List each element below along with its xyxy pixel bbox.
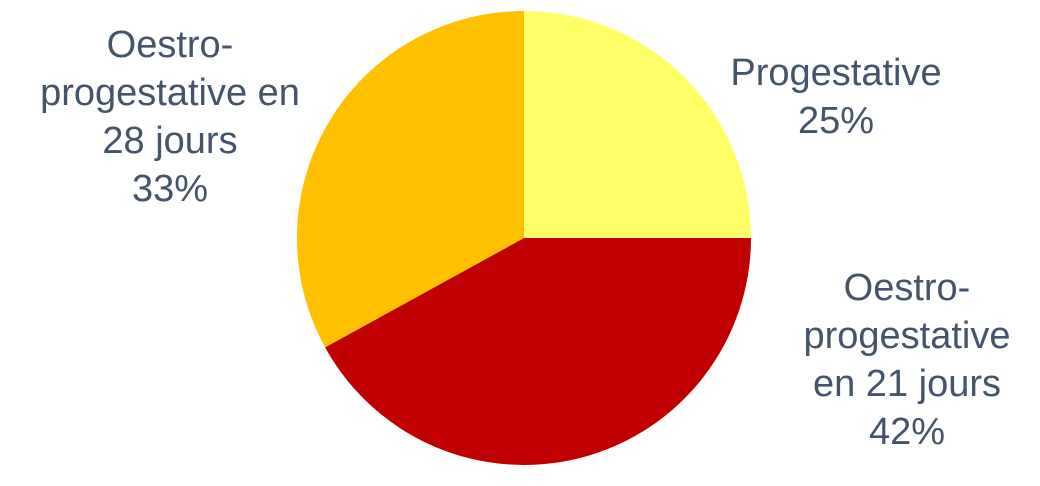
slice-category-label: progestative — [803, 315, 1010, 357]
pie-slice — [325, 238, 751, 465]
slice-percent-label: 33% — [132, 168, 208, 210]
slice-percent-label: 25% — [798, 100, 874, 142]
pie-slice — [297, 11, 524, 348]
slice-percent-label: 42% — [869, 411, 945, 453]
slice-label: Oestro-progestative en 21 jours 42% — [803, 267, 1010, 453]
slice-category-label: Oestro- — [844, 267, 971, 309]
slice-category-label: Oestro- — [107, 24, 234, 66]
slice-category-label: en 21 jours — [813, 363, 1001, 405]
slice-category-label: Progestative — [730, 52, 941, 94]
pie-slices — [297, 11, 751, 465]
pie-labels: Progestative 25% Oestro-progestative en 21 … — [40, 24, 1010, 453]
pie-slice — [524, 11, 751, 238]
slice-label: Progestative 25% — [730, 52, 941, 142]
slice-category-label: progestative en — [40, 72, 300, 114]
slice-category-label: 28 jours — [102, 120, 237, 162]
slice-label: Oestro-progestative en 28 jours 33% — [40, 24, 300, 210]
